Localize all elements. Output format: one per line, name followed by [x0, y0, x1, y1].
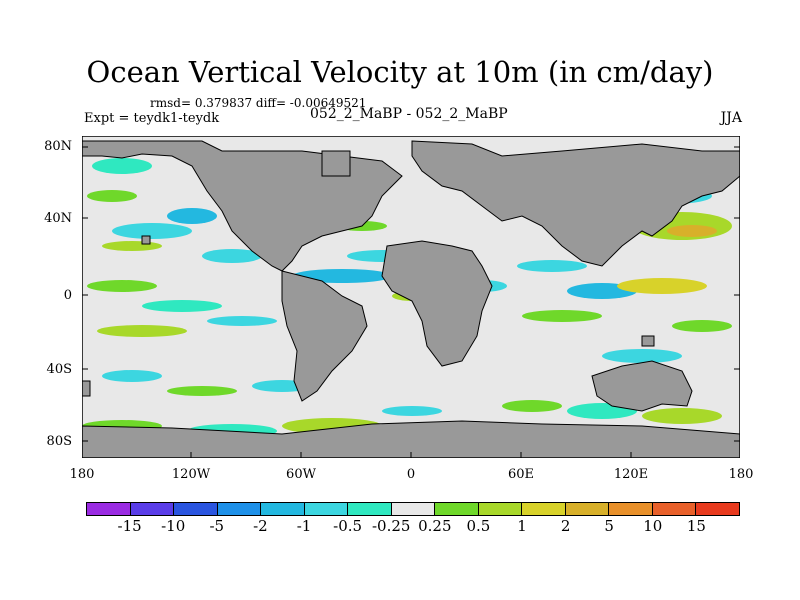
lon-label-60e: 60E [507, 467, 535, 482]
lat-label-80s: 80S [46, 434, 72, 449]
colorbar-box [87, 503, 131, 515]
map-panel [82, 136, 740, 458]
colorbar-label: 2 [560, 517, 571, 535]
antarctica [82, 420, 740, 458]
colorbar [86, 502, 740, 516]
lon-label-120w: 120W [171, 467, 211, 482]
colorbar-box [565, 503, 610, 515]
world-map [82, 136, 740, 458]
colorbar-box [217, 503, 262, 515]
colorbar-box [478, 503, 523, 515]
colorbar-label: -0.25 [371, 517, 411, 535]
eurasia [411, 140, 740, 267]
colorbar-box [391, 503, 436, 515]
colorbar-label: -2 [253, 517, 268, 535]
lat-label-40s: 40S [46, 362, 72, 377]
greenland-piece [321, 150, 351, 177]
colorbar-box [304, 503, 349, 515]
colorbar-label: -5 [209, 517, 225, 535]
plot-title: Ocean Vertical Velocity at 10m (in cm/da… [86, 55, 714, 89]
colorbar-box [435, 503, 479, 515]
lat-label-40n: 40N [44, 211, 72, 226]
colorbar-box [261, 503, 305, 515]
colorbar-box [609, 503, 653, 515]
colorbar-box [130, 503, 175, 515]
colorbar-label: -1 [296, 517, 312, 535]
lon-label-60w: 60W [286, 467, 316, 482]
colorbar-box [652, 503, 697, 515]
lon-label-120e: 120E [613, 467, 649, 482]
colorbar-label: -0.5 [333, 517, 363, 535]
tick-marks [82, 146, 740, 458]
lon-label-180w: 180 [69, 467, 95, 482]
colorbar-label: 15 [686, 517, 706, 535]
colorbar-box [522, 503, 566, 515]
lat-label-0: 0 [63, 288, 72, 303]
stats-label: rmsd= 0.379837 diff= -0.00649521 [150, 96, 367, 110]
land-masses [82, 140, 740, 458]
new-guinea [641, 335, 655, 347]
colorbar-label: -10 [161, 517, 186, 535]
lat-label-80n: 80N [44, 139, 72, 154]
colorbar-label: 5 [604, 517, 614, 535]
colorbar-label: 1 [517, 517, 527, 535]
colorbar-box [696, 503, 739, 515]
case-label: 052_2_MaBP - 052_2_MaBP [310, 106, 508, 122]
colorbar-label: 10 [643, 517, 663, 535]
new-zealand [82, 380, 91, 397]
south-america [281, 270, 368, 402]
colorbar-label: 0.25 [418, 517, 452, 535]
colorbar-box [348, 503, 392, 515]
lon-label-0: 0 [406, 467, 416, 482]
australia [591, 360, 693, 412]
colorbar-label: 0.5 [466, 517, 491, 535]
colorbar-label: -15 [117, 517, 142, 535]
colorbar-box [174, 503, 218, 515]
pacific-island [141, 235, 151, 245]
experiment-label: Expt = teydk1-teydk [84, 111, 220, 126]
lon-label-180e: 180 [728, 467, 754, 482]
africa [381, 240, 493, 367]
season-label: JJA [720, 110, 742, 126]
